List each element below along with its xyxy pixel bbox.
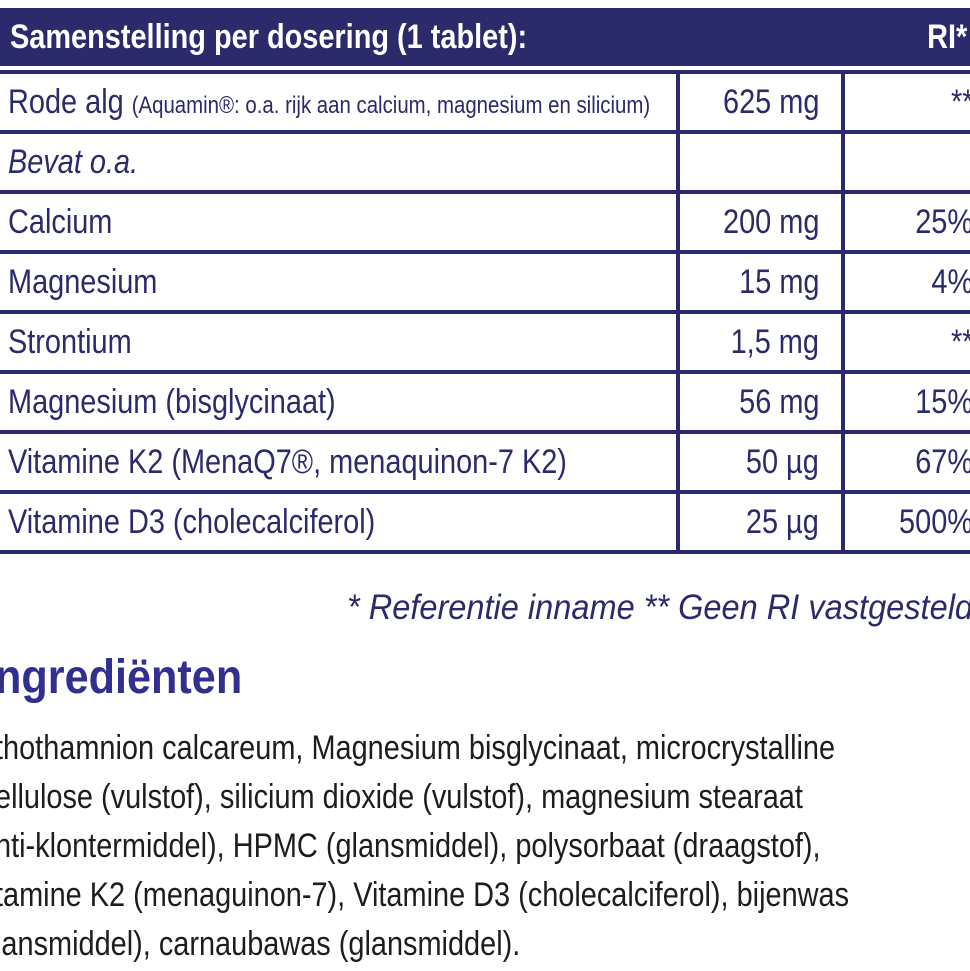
composition-title: Samenstelling per dosering (1 tablet): (10, 17, 528, 56)
table-row: Vitamine K2 (MenaQ7®, menaquinon-7 K2) 5… (0, 434, 970, 494)
amount-value: 15 mg (738, 262, 819, 301)
amount-value: 1,5 mg (730, 322, 819, 361)
table-row: Bevat o.a. (0, 134, 970, 194)
ingredient-name: Vitamine K2 (MenaQ7®, menaquinon-7 K2) (8, 442, 567, 481)
ingredient-line: nti-klontermiddel), HPMC (glansmiddel), … (0, 827, 821, 865)
ingredient-name: Bevat o.a. (8, 142, 139, 181)
amount-value: 50 µg (746, 442, 819, 481)
ingredients-paragraph: thothamnion calcareum, Magnesium bisglyc… (0, 724, 970, 969)
ingredient-name: Rode alg (8, 82, 132, 121)
ingredient-name: Strontium (8, 322, 132, 361)
ingredient-line: ellulose (vulstof), silicium dioxide (vu… (0, 778, 803, 816)
ri-value: 500% (899, 502, 970, 541)
ri-footnote: * Referentie inname ** Geen RI vastgeste… (347, 588, 970, 627)
ri-value: ** (950, 322, 970, 361)
ri-value: 4% (931, 262, 970, 301)
composition-table: Rode alg (Aquamin®: o.a. rijk aan calciu… (0, 70, 970, 554)
ri-value: 15% (915, 382, 970, 421)
table-row: Strontium 1,5 mg ** (0, 314, 970, 374)
ingredient-name: Calcium (8, 202, 113, 241)
amount-value: 25 µg (746, 502, 819, 541)
ri-value: 67% (915, 442, 970, 481)
ingredient-name: Magnesium (bisglycinaat) (8, 382, 336, 421)
ri-value: 25% (915, 202, 970, 241)
ingredient-name: Magnesium (8, 262, 158, 301)
ri-value: ** (950, 82, 970, 121)
table-row: Rode alg (Aquamin®: o.a. rijk aan calciu… (0, 74, 970, 134)
table-row: Calcium 200 mg 25% (0, 194, 970, 254)
composition-header-band: Samenstelling per dosering (1 tablet): R… (0, 8, 970, 66)
table-row: Vitamine D3 (cholecalciferol) 25 µg 500% (0, 494, 970, 554)
table-row: Magnesium 15 mg 4% (0, 254, 970, 314)
ingredient-note: (Aquamin®: o.a. rijk aan calcium, magnes… (131, 91, 651, 119)
amount-value: 625 mg (722, 82, 819, 121)
table-row: Magnesium (bisglycinaat) 56 mg 15% (0, 374, 970, 434)
ingredient-name: Vitamine D3 (cholecalciferol) (8, 502, 376, 541)
ingredient-line: tamine K2 (menaguinon-7), Vitamine D3 (c… (0, 876, 850, 914)
ingredient-line: thothamnion calcareum, Magnesium bisglyc… (0, 729, 836, 767)
amount-value: 56 mg (738, 382, 819, 421)
ingredients-heading: ngrediënten (0, 651, 243, 704)
ingredient-line: lansmiddel), carnaubawas (glansmiddel). (0, 925, 521, 963)
amount-value: 200 mg (722, 202, 819, 241)
ri-column-header: RI* (926, 17, 967, 56)
